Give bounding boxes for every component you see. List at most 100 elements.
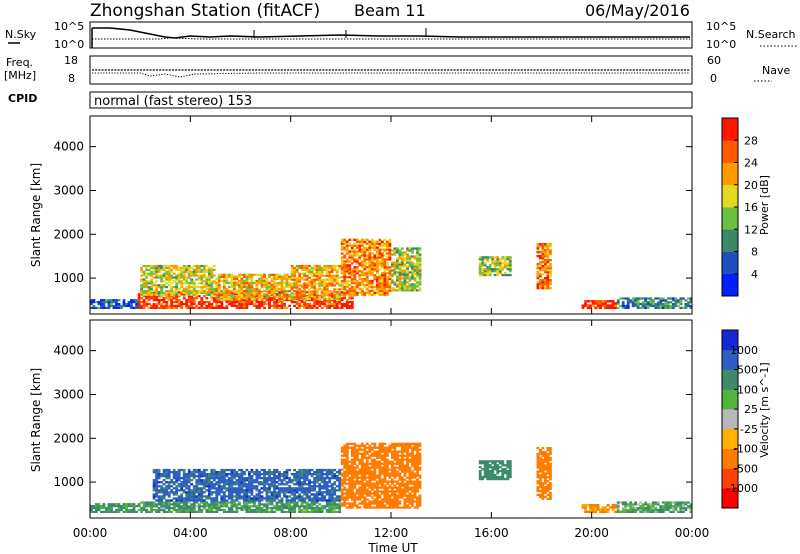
velocity-cell xyxy=(498,466,502,469)
power-cell xyxy=(343,289,347,292)
power-cell xyxy=(626,297,630,300)
velocity-cell xyxy=(370,452,374,455)
power-cell xyxy=(406,277,409,280)
power-cell xyxy=(217,306,221,309)
velocity-cell xyxy=(212,473,216,476)
power-cell xyxy=(381,262,384,265)
power-cell xyxy=(315,294,319,297)
velocity-cell xyxy=(293,505,296,508)
noise-tick-bottom-left: 10^0 xyxy=(54,38,84,51)
velocity-cell xyxy=(202,473,206,476)
velocity-cell xyxy=(328,485,332,488)
velocity-cell xyxy=(391,500,394,503)
velocity-cell xyxy=(265,481,269,484)
velocity-cell xyxy=(378,448,382,451)
power-cell xyxy=(107,304,111,308)
power-cell xyxy=(308,304,311,307)
velocity-cell xyxy=(416,460,419,463)
power-cell xyxy=(416,249,419,252)
velocity-cell xyxy=(278,495,281,498)
noise-search-line xyxy=(92,37,690,40)
velocity-cell xyxy=(295,481,299,484)
power-cell xyxy=(142,293,146,296)
power-cell xyxy=(340,242,344,245)
velocity-cell xyxy=(348,490,352,493)
velocity-cell xyxy=(155,468,158,472)
power-cell xyxy=(353,285,357,289)
power-cell xyxy=(483,262,487,265)
velocity-cell xyxy=(243,485,246,488)
velocity-cell xyxy=(348,464,352,467)
power-cell xyxy=(150,293,153,296)
velocity-cell xyxy=(368,474,372,477)
power-cell xyxy=(418,289,422,292)
power-cell xyxy=(273,289,276,293)
power-cell xyxy=(328,301,332,304)
velocity-cell xyxy=(493,462,497,465)
power-cell xyxy=(343,242,347,245)
velocity-cell xyxy=(353,446,357,449)
velocity-cell xyxy=(345,446,349,449)
power-cell xyxy=(491,270,495,273)
velocity-cell xyxy=(481,462,485,465)
power-cell xyxy=(303,292,306,295)
velocity-cell xyxy=(117,508,121,512)
power-cell xyxy=(165,270,169,273)
power-cell xyxy=(343,287,347,290)
velocity-cell xyxy=(376,492,379,495)
velocity-cell xyxy=(368,494,372,497)
freq-label: Freq. xyxy=(6,56,33,69)
power-cell xyxy=(373,254,377,257)
power-cell xyxy=(192,287,196,291)
power-cell xyxy=(283,281,286,285)
power-cell xyxy=(268,281,271,285)
power-cell xyxy=(406,275,409,278)
velocity-cell xyxy=(283,493,286,496)
velocity-cell xyxy=(403,442,407,445)
power-cell xyxy=(117,299,121,302)
power-cell xyxy=(353,238,357,241)
velocity-cell xyxy=(381,500,384,503)
velocity-cell xyxy=(280,510,284,513)
velocity-cell xyxy=(300,505,304,508)
power-cell xyxy=(245,301,249,304)
power-cell xyxy=(175,284,179,287)
velocity-cell xyxy=(308,489,311,492)
power-cell xyxy=(305,304,309,307)
velocity-cell xyxy=(228,510,231,513)
velocity-cell xyxy=(283,507,286,510)
power-cell xyxy=(190,293,194,296)
power-cell xyxy=(549,273,552,276)
velocity-cell xyxy=(172,501,176,504)
power-cell xyxy=(386,268,389,271)
power-cell xyxy=(478,264,482,267)
power-cell xyxy=(393,273,397,276)
velocity-cell xyxy=(298,483,301,486)
velocity-cell xyxy=(202,499,206,502)
velocity-cell xyxy=(167,471,171,474)
power-cell xyxy=(122,299,126,302)
power-cell xyxy=(506,262,510,265)
power-cell xyxy=(541,253,545,256)
power-cell xyxy=(177,301,181,304)
power-cell xyxy=(378,289,382,292)
power-cell xyxy=(310,297,314,300)
power-cell xyxy=(263,281,266,285)
velocity-cell xyxy=(190,483,194,486)
velocity-cell xyxy=(285,481,289,484)
power-cell xyxy=(177,299,181,302)
power-cell xyxy=(386,277,389,281)
power-cell xyxy=(210,289,214,293)
power-cell xyxy=(363,250,367,253)
velocity-cell xyxy=(498,462,502,465)
velocity-cell xyxy=(401,466,404,469)
velocity-cell xyxy=(167,499,171,502)
velocity-cell xyxy=(278,487,281,490)
power-cell xyxy=(233,275,236,278)
power-cell xyxy=(589,306,592,310)
velocity-cell xyxy=(348,502,352,505)
power-cell xyxy=(303,304,306,307)
power-cell xyxy=(147,306,151,309)
velocity-cell xyxy=(250,483,254,486)
power-cell xyxy=(265,295,269,299)
